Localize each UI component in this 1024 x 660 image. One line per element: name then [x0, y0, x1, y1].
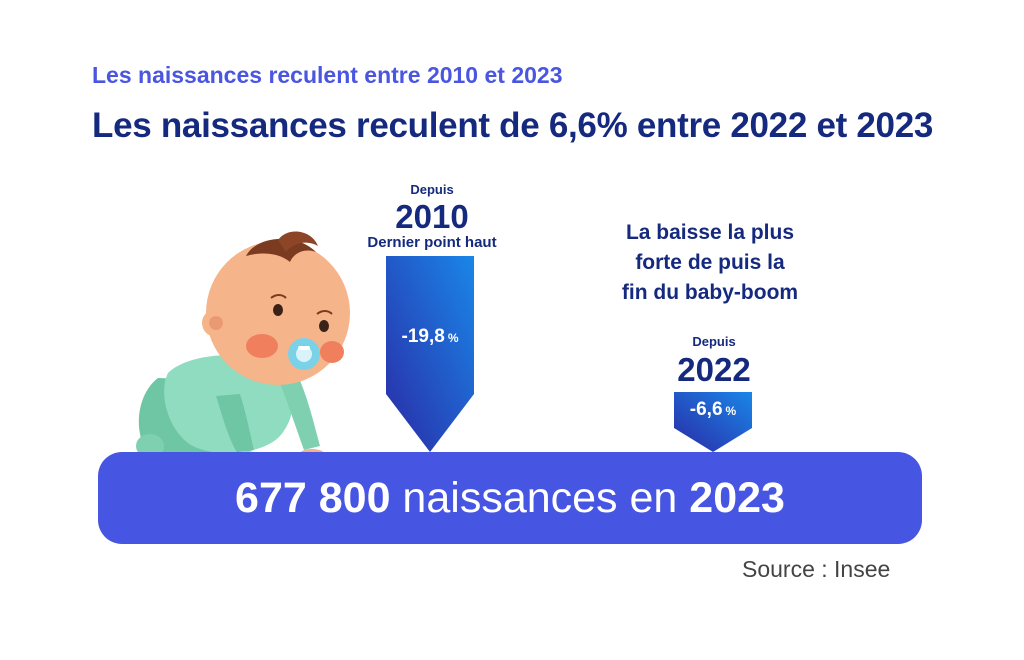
arrow-2022	[674, 392, 752, 452]
decline-2010-value: -19,8%	[386, 326, 474, 348]
total-births-text: 677 800 naissances en 2023	[98, 452, 922, 544]
page-title: Les naissances reculent de 6,6% entre 20…	[92, 106, 934, 145]
births-year: 2023	[689, 474, 785, 522]
decline-2010-number: -19,8	[401, 326, 445, 347]
source-credit: Source : Insee	[742, 556, 891, 582]
since-2022-label: Depuis	[692, 334, 736, 349]
births-count: 677 800	[235, 474, 391, 522]
arrow-2010	[386, 256, 474, 452]
decline-2022-value: -6,6%	[674, 399, 752, 421]
crawling-baby-illustration	[136, 231, 350, 465]
decline-2022-unit: %	[725, 404, 737, 418]
year-2010: 2010	[395, 198, 469, 235]
year-2022: 2022	[677, 351, 751, 388]
note-line-1: La baisse la plus	[625, 221, 795, 244]
last-peak-caption: Dernier point haut	[367, 234, 497, 251]
births-label: naissances en	[390, 474, 690, 522]
since-2010-label: Depuis	[410, 182, 454, 197]
note-line-2: forte de puis la	[635, 251, 785, 274]
note-line-3: fin du baby-boom	[621, 281, 799, 304]
decline-2022-number: -6,6	[689, 399, 723, 420]
decline-2010-unit: %	[447, 331, 459, 345]
total-births-banner	[98, 452, 922, 544]
subtitle: Les naissances reculent entre 2010 et 20…	[92, 62, 563, 88]
record-decline-note: La baisse la plus forte de puis la fin d…	[590, 218, 830, 308]
